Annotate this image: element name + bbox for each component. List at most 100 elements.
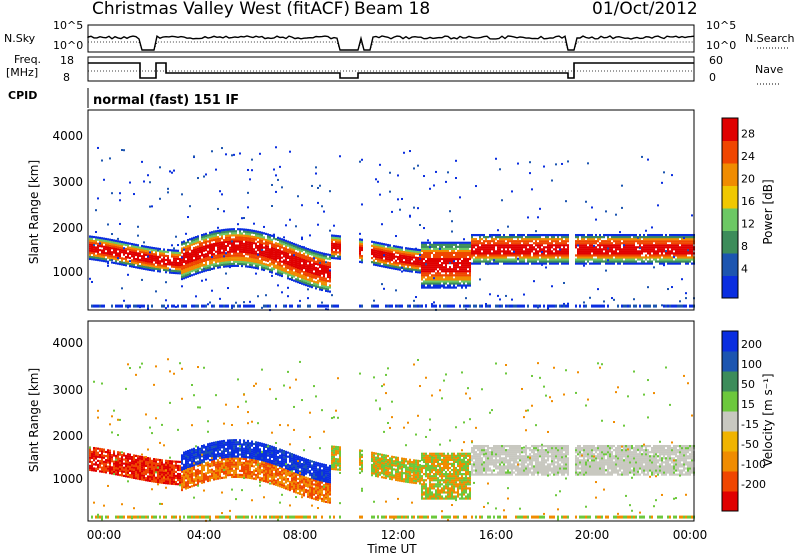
heatmap-cell	[657, 204, 659, 207]
heatmap-cell	[645, 229, 647, 232]
heatmap-cell	[373, 304, 375, 308]
heatmap-cell	[213, 265, 215, 268]
heatmap-cell	[443, 282, 445, 285]
heatmap-cell	[219, 243, 221, 246]
heatmap-cell	[327, 267, 329, 270]
heatmap-cell	[657, 240, 659, 243]
heatmap-cell	[151, 263, 153, 266]
heatmap-cell	[509, 238, 511, 241]
heatmap-cell	[485, 302, 487, 305]
heatmap-cell	[435, 284, 437, 287]
heatmap-cell	[165, 271, 167, 274]
heatmap-cell	[535, 252, 537, 255]
heatmap-cell	[279, 255, 281, 259]
heatmap-cell	[135, 304, 137, 308]
heatmap-cell	[607, 256, 609, 259]
heatmap-cell	[537, 252, 539, 255]
heatmap-cell	[299, 259, 301, 262]
heatmap-cell	[629, 304, 631, 308]
heatmap-cell	[111, 468, 113, 471]
heatmap-cell	[493, 250, 495, 253]
heatmap-cell	[639, 242, 641, 245]
heatmap-cell	[609, 238, 611, 241]
heatmap-cell	[409, 259, 411, 263]
heatmap-cell	[135, 373, 137, 376]
heatmap-cell	[225, 261, 227, 264]
heatmap-cell	[113, 454, 115, 457]
heatmap-cell	[295, 278, 297, 281]
heatmap-cell	[641, 240, 643, 243]
heatmap-cell	[465, 251, 467, 255]
heatmap-cell	[659, 260, 661, 263]
heatmap-cell	[325, 253, 327, 256]
heatmap-cell	[479, 246, 481, 249]
heatmap-cell	[399, 252, 401, 255]
heatmap-cell	[691, 250, 693, 253]
heatmap-cell	[225, 236, 227, 239]
heatmap-cell	[221, 235, 223, 238]
heatmap-cell	[625, 254, 627, 257]
heatmap-cell	[465, 278, 467, 281]
heatmap-cell	[615, 246, 617, 249]
heatmap-cell	[449, 255, 451, 259]
heatmap-cell	[679, 258, 681, 261]
heatmap-cell	[145, 515, 147, 519]
heatmap-cell	[423, 274, 425, 277]
heatmap-cell	[287, 275, 289, 278]
heatmap-cell	[383, 251, 385, 254]
heatmap-cell	[501, 260, 503, 263]
heatmap-cell	[253, 266, 255, 269]
heatmap-cell	[143, 255, 145, 258]
heatmap-cell	[441, 262, 443, 265]
heatmap-cell	[641, 155, 643, 158]
heatmap-cell	[163, 248, 165, 251]
heatmap-cell	[551, 285, 553, 288]
heatmap-cell	[135, 460, 137, 464]
heatmap-cell	[157, 265, 159, 269]
heatmap-cell	[533, 304, 535, 308]
heatmap-cell	[431, 245, 433, 248]
heatmap-cell	[461, 253, 463, 257]
heatmap-cell	[145, 460, 147, 463]
heatmap-cell	[291, 304, 293, 308]
heatmap-cell	[447, 278, 449, 281]
heatmap-cell	[445, 260, 447, 263]
heatmap-cell	[151, 205, 153, 208]
heatmap-cell	[413, 268, 415, 271]
heatmap-cell	[311, 249, 313, 252]
heatmap-cell	[445, 257, 447, 261]
heatmap-cell	[131, 247, 133, 250]
heatmap-cell	[299, 255, 301, 258]
heatmap-cell	[611, 258, 613, 261]
heatmap-cell	[289, 241, 291, 244]
heatmap-cell	[249, 243, 251, 246]
heatmap-cell	[277, 273, 279, 276]
heatmap-cell	[159, 197, 161, 200]
heatmap-cell	[413, 248, 415, 251]
heatmap-cell	[535, 258, 537, 261]
heatmap-cell	[257, 263, 259, 266]
heatmap-cell	[289, 263, 291, 266]
power-ytick-4000: 4000	[52, 129, 83, 143]
heatmap-cell	[449, 247, 451, 250]
heatmap-cell	[555, 250, 557, 253]
heatmap-cell	[491, 256, 493, 259]
heatmap-cell	[663, 240, 665, 243]
heatmap-cell	[399, 262, 401, 265]
heatmap-cell	[177, 255, 179, 259]
heatmap-cell	[157, 270, 159, 273]
heatmap-cell	[543, 258, 545, 261]
heatmap-cell	[647, 248, 649, 251]
heatmap-cell	[205, 257, 207, 260]
heatmap-cell	[235, 244, 237, 247]
heatmap-cell	[209, 239, 211, 243]
heatmap-cell	[691, 238, 693, 241]
heatmap-cell	[667, 246, 669, 249]
heatmap-cell	[519, 244, 521, 247]
heatmap-cell	[317, 269, 319, 272]
heatmap-cell	[271, 183, 273, 186]
heatmap-cell	[465, 270, 467, 273]
heatmap-cell	[527, 262, 529, 265]
heatmap-cell	[443, 268, 445, 271]
heatmap-cell	[249, 265, 251, 269]
